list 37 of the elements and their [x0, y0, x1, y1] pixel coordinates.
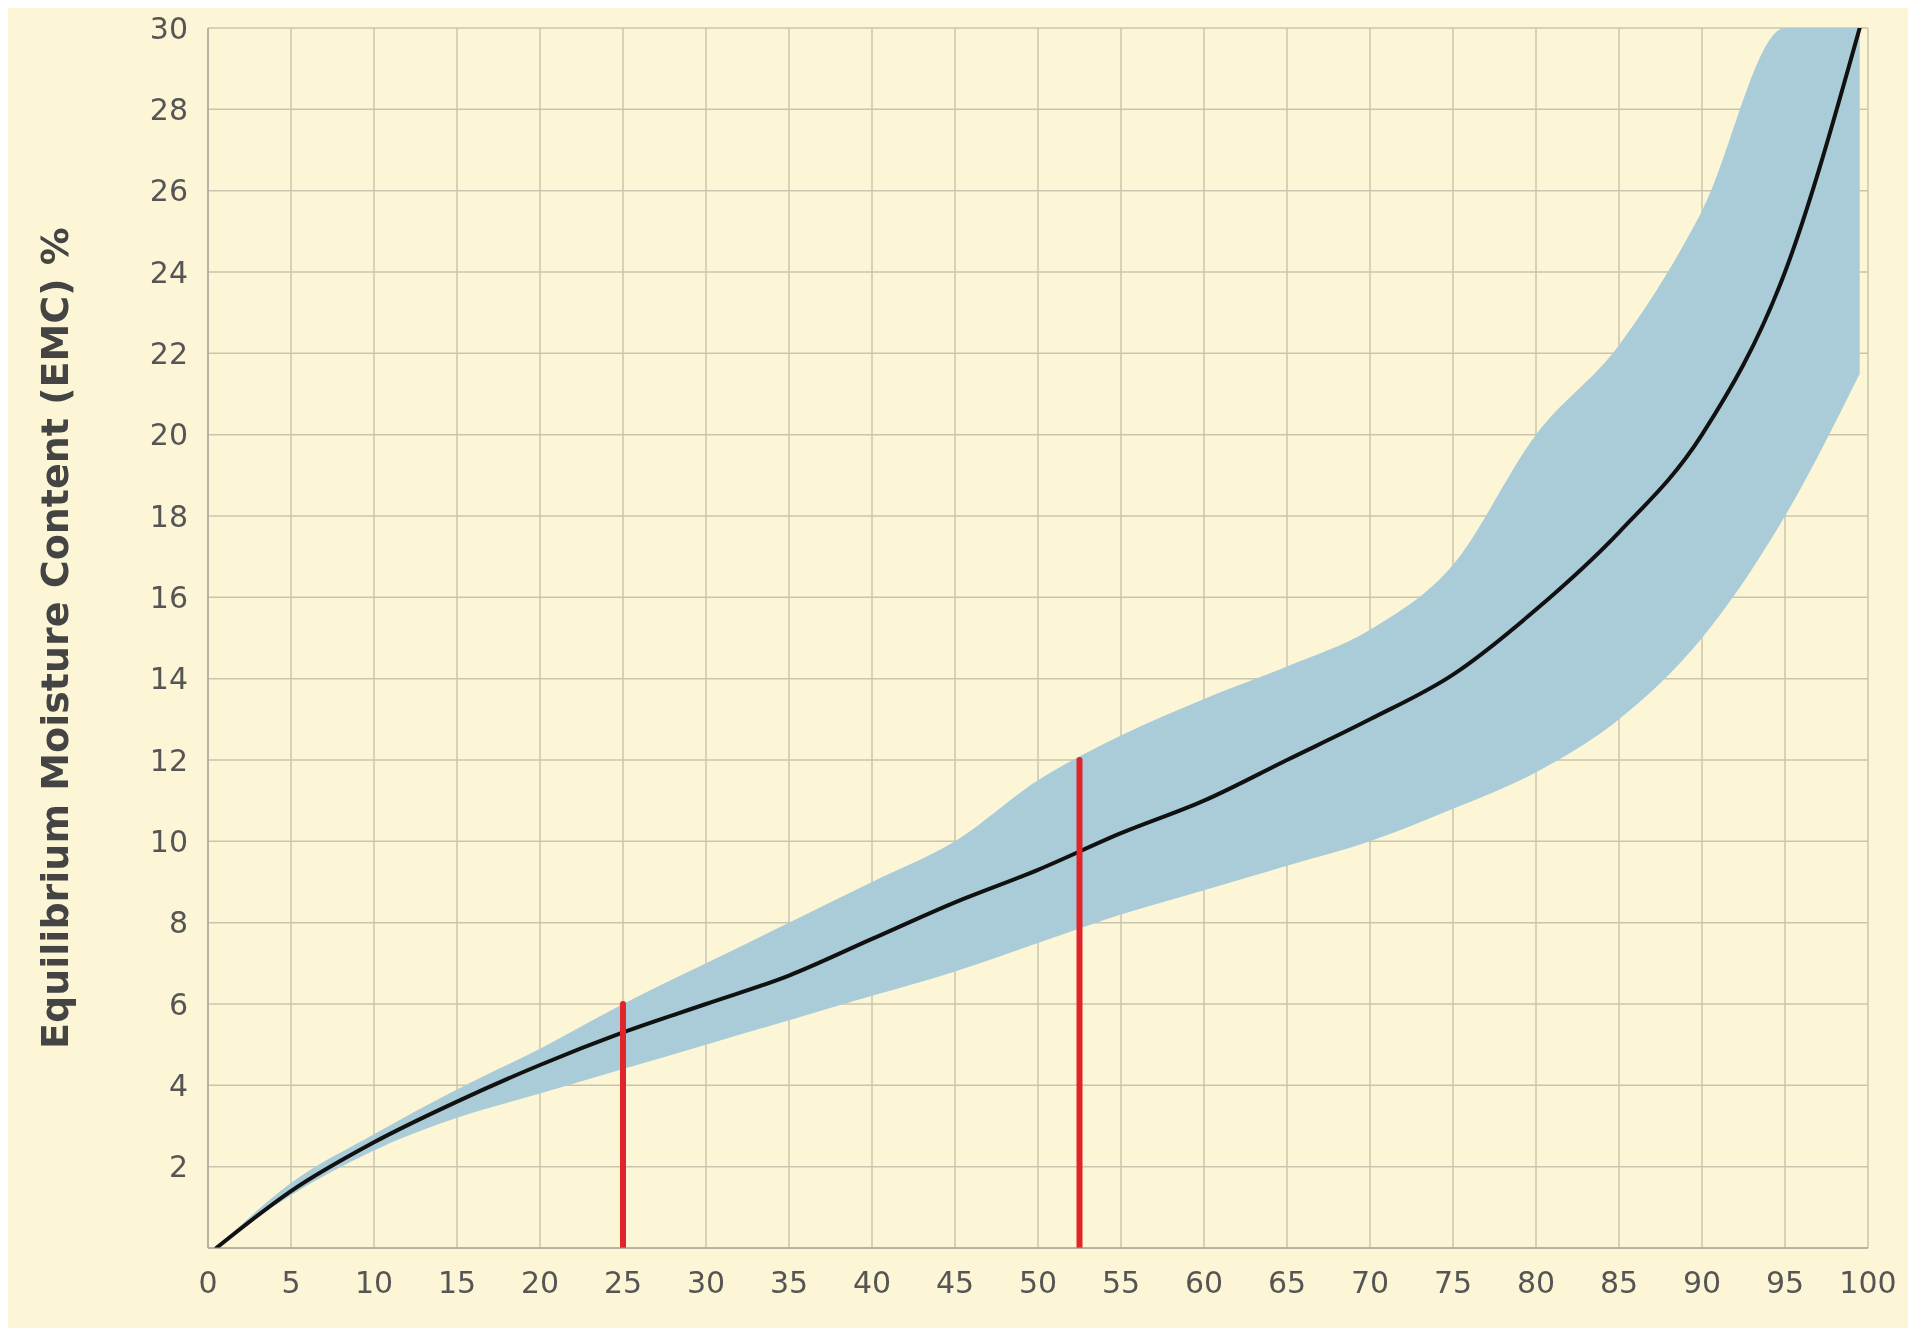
- x-tick-label: 100: [1839, 1265, 1897, 1300]
- y-tick-label: 26: [149, 173, 188, 209]
- x-tick-label: 15: [437, 1265, 477, 1300]
- x-tick-label: 70: [1350, 1265, 1390, 1300]
- x-tick-label: 55: [1101, 1265, 1141, 1300]
- x-tick-label: 60: [1184, 1265, 1224, 1300]
- x-tick-label: 25: [603, 1265, 643, 1300]
- y-axis-title: Equilibrium Moisture Content (EMC) %: [33, 227, 77, 1049]
- x-tick-label: 80: [1516, 1265, 1556, 1300]
- x-tick-label: 95: [1765, 1265, 1805, 1300]
- y-tick-label: 30: [149, 10, 188, 46]
- x-tick-label: 40: [852, 1265, 892, 1300]
- y-tick-label: 16: [149, 579, 188, 615]
- y-tick-label: 20: [149, 417, 188, 453]
- y-tick-label: 6: [168, 986, 188, 1022]
- x-tick-label: 50: [1018, 1265, 1058, 1300]
- y-tick-label: 10: [149, 823, 188, 859]
- x-tick-label: 10: [354, 1265, 394, 1300]
- y-tick-label: 28: [149, 91, 188, 127]
- y-tick-label: 18: [149, 498, 188, 534]
- x-tick-label: 5: [281, 1265, 301, 1300]
- x-tick-label: 45: [935, 1265, 975, 1300]
- y-tick-label: 22: [149, 335, 188, 371]
- x-tick-label: 20: [520, 1265, 560, 1300]
- x-tick-label: 85: [1599, 1265, 1639, 1300]
- x-tick-label: 75: [1433, 1265, 1473, 1300]
- x-tick-label: 35: [769, 1265, 809, 1300]
- y-tick-label: 24: [149, 254, 188, 290]
- x-tick-label: 65: [1267, 1265, 1307, 1300]
- y-tick-label: 12: [149, 742, 188, 778]
- x-tick-label: 90: [1682, 1265, 1722, 1300]
- x-tick-label: 0: [198, 1265, 218, 1300]
- x-tick-label: 30: [686, 1265, 726, 1300]
- y-tick-label: 2: [168, 1149, 188, 1185]
- y-tick-label: 14: [149, 661, 188, 697]
- y-tick-label: 4: [168, 1067, 188, 1103]
- y-tick-label: 8: [168, 905, 188, 941]
